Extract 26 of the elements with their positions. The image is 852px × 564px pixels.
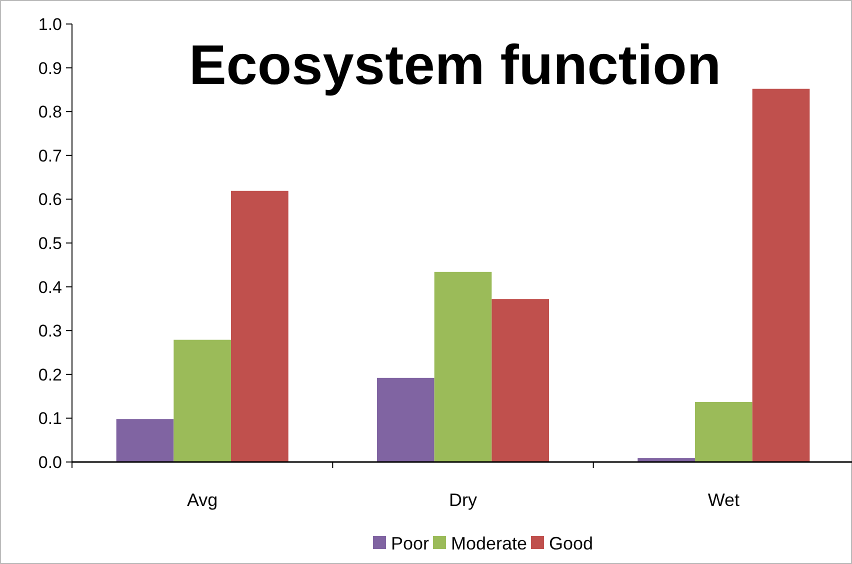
y-tick-label: 0.2 [38,365,62,384]
x-tick-label: Wet [708,490,740,510]
y-tick-label: 0.0 [38,452,62,472]
y-tick-label: 0.4 [38,278,62,297]
y-tick-label: 0.7 [38,146,62,166]
legend-label: Poor [391,533,430,554]
x-tick-label: Avg [186,490,218,510]
y-tick-label: 1.0 [38,14,62,34]
chart-title: Ecosystem function [188,33,722,96]
bar [231,190,288,462]
legend-label: Moderate [451,533,528,554]
y-tick-label: 0.9 [38,58,62,78]
bar [174,340,232,462]
bar [694,402,752,462]
y-tick-label: 0.5 [38,234,62,253]
bar [752,88,810,462]
bar [492,299,550,462]
bar [116,419,174,462]
y-tick-label: 0.8 [38,102,62,122]
bar [434,272,492,462]
bar [376,378,434,462]
legend-label: Good [549,533,594,554]
y-tick-label: 0.6 [38,190,62,210]
x-tick-label: Dry [449,490,477,510]
y-tick-label: 0.1 [38,409,62,428]
y-tick-label: 0.3 [38,322,62,341]
